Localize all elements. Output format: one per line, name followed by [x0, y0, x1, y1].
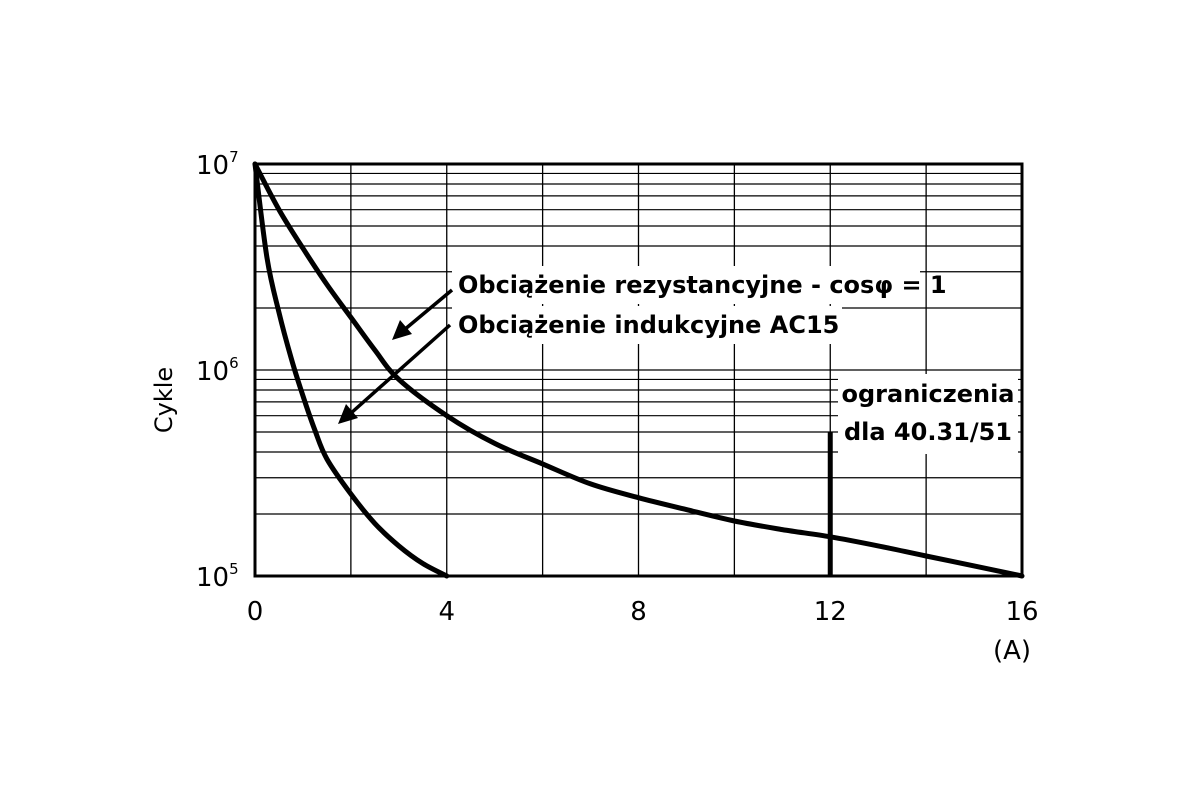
y-tick-labels: 105 106 107 [196, 148, 239, 593]
grid [255, 164, 1022, 576]
x-tick-label: 16 [1005, 597, 1038, 627]
x-tick-label: 4 [438, 597, 455, 627]
limit-label-line-2: dla 40.31/51 [844, 418, 1012, 446]
x-tick-label: 0 [247, 597, 264, 627]
limit-label-bg [838, 374, 1018, 454]
x-tick-label: 12 [814, 597, 847, 627]
legend-label-resistive: Obciążenie rezystancyjne - cosφ = 1 [458, 271, 947, 299]
plot-frame [253, 162, 1024, 578]
y-tick-label: 106 [196, 354, 239, 387]
x-tick-label: 8 [630, 597, 647, 627]
y-tick-label: 107 [196, 148, 239, 181]
curves [252, 161, 1025, 579]
curve-inductive [252, 161, 450, 579]
limit-label-line-1: ograniczenia [842, 380, 1015, 408]
legend-bg-2 [452, 306, 842, 344]
legend-label-inductive: Obciążenie indukcyjne AC15 [458, 311, 839, 339]
y-tick-label: 105 [196, 560, 239, 593]
legend-bg-1 [452, 266, 920, 304]
arrow-inductive [338, 323, 452, 424]
y-axis-label: Cykle [150, 367, 178, 433]
curve-resistive [252, 161, 1025, 579]
x-axis-unit: (A) [993, 636, 1031, 666]
arrow-resistive [392, 288, 454, 340]
x-tick-labels: 0 4 8 12 16 [247, 597, 1039, 627]
